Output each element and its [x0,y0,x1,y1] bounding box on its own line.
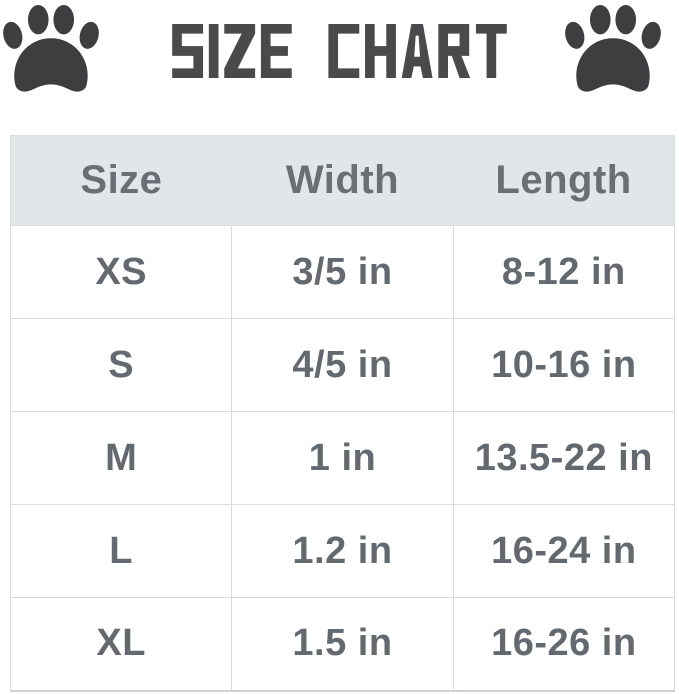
page-title [0,24,679,78]
size-chart-table: Size Width Length XS 3/5 in 8-12 in S 4/… [9,135,676,692]
table-row: XS 3/5 in 8-12 in [9,225,676,319]
table-row: M 1 in 13.5-22 in [9,411,676,505]
width-cell: 1.2 in [231,504,454,598]
size-cell: XS [9,225,233,319]
table-row: S 4/5 in 10-16 in [9,318,676,412]
width-cell: 1 in [231,411,454,505]
table-row: XL 1.5 in 16-26 in [9,597,676,691]
column-header-width: Width [231,135,454,226]
width-cell: 4/5 in [231,318,454,412]
length-cell: 8-12 in [452,225,676,319]
table-row: L 1.2 in 16-24 in [9,504,676,598]
column-header-size: Size [10,135,232,226]
paw-icon [2,3,100,101]
length-cell: 10-16 in [452,318,676,412]
table-header-row: Size Width Length [10,135,675,226]
size-cell: L [9,504,233,598]
length-cell: 16-24 in [452,504,676,598]
width-cell: 1.5 in [231,597,454,691]
width-cell: 3/5 in [231,225,454,319]
hero-banner [0,0,679,135]
length-cell: 13.5-22 in [452,411,676,505]
size-cell: S [9,318,233,412]
size-cell: M [9,411,233,505]
column-header-length: Length [453,135,675,226]
paw-icon [564,3,662,101]
size-cell: XL [9,597,233,691]
length-cell: 16-26 in [452,597,676,691]
